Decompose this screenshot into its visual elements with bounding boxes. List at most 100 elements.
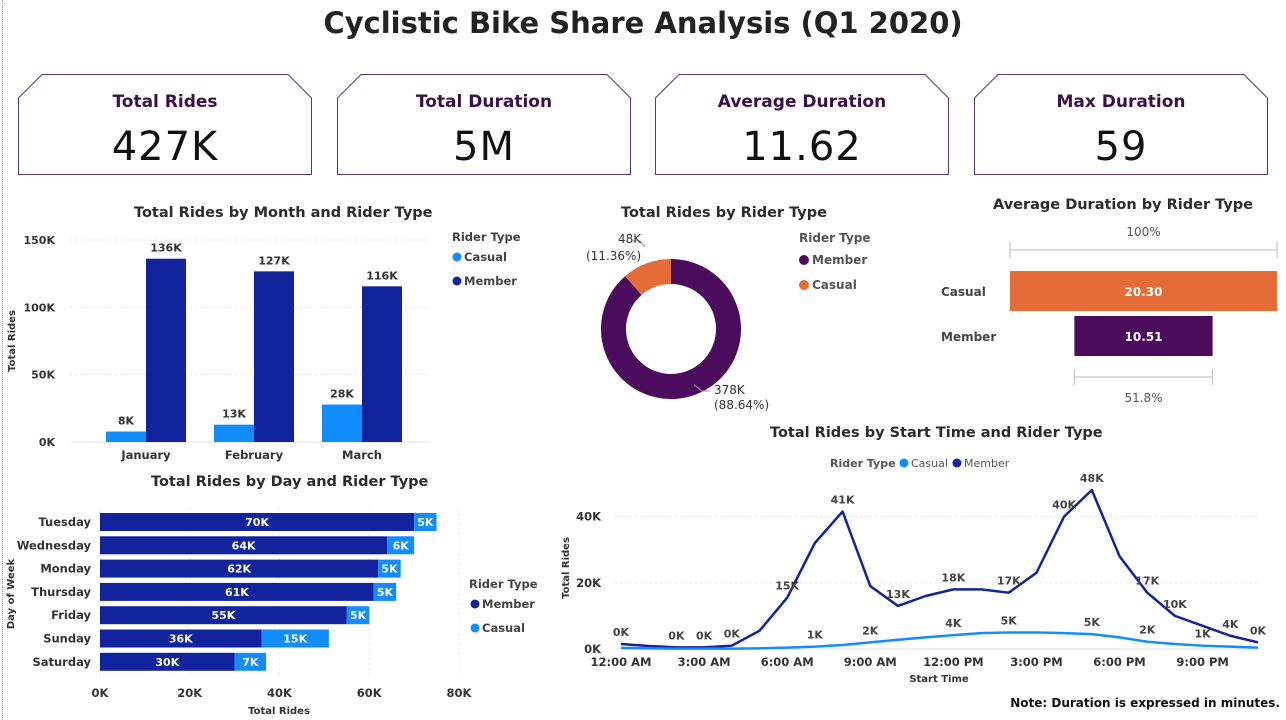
x-tick-label: 6:00 AM bbox=[761, 655, 814, 669]
chart-title-avg-duration: Average Duration by Rider Type bbox=[993, 197, 1253, 213]
data-label: 5K bbox=[1084, 616, 1101, 629]
data-label: 13K bbox=[886, 588, 910, 601]
legend-marker bbox=[452, 252, 462, 262]
data-label: 1K bbox=[807, 629, 824, 642]
data-label: 4K bbox=[1222, 618, 1239, 631]
data-label: 10.51 bbox=[1125, 330, 1163, 344]
data-label: 5K bbox=[381, 563, 398, 576]
data-label: (11.36%) bbox=[586, 249, 641, 263]
y-axis-title: Total Rides bbox=[561, 537, 572, 599]
leader-line bbox=[632, 240, 646, 248]
x-tick-label: March bbox=[342, 448, 382, 462]
bar-casual bbox=[214, 424, 254, 442]
data-label: 136K bbox=[150, 242, 182, 255]
legend-item: Member bbox=[464, 274, 517, 288]
legend-item: Casual bbox=[812, 278, 857, 292]
bar-casual bbox=[346, 606, 370, 625]
bar-member bbox=[146, 258, 186, 442]
x-tick-label: 60K bbox=[357, 686, 383, 700]
bar-member bbox=[100, 536, 388, 555]
legend-item: Member bbox=[812, 253, 867, 267]
bar-casual bbox=[106, 431, 146, 442]
legend-marker bbox=[799, 255, 809, 265]
kpi-card-max-duration: Max Duration 59 bbox=[974, 74, 1268, 175]
chart-start-time: 0K 20K 40K Total Rides 12:00 AM 3:00 AM 6:00 A… bbox=[561, 457, 1267, 685]
data-label: 7K bbox=[242, 656, 259, 669]
legend-marker bbox=[799, 280, 809, 290]
slice-member bbox=[601, 259, 741, 399]
data-label: 5K bbox=[1001, 614, 1018, 627]
bar-member bbox=[362, 286, 402, 442]
legend-item: Casual bbox=[482, 621, 525, 635]
y-tick-label: 100K bbox=[24, 301, 56, 314]
y-tick-label: 0K bbox=[39, 436, 56, 449]
x-tick-label: 40K bbox=[267, 686, 293, 700]
data-label: 5K bbox=[377, 586, 394, 599]
data-label: (88.64%) bbox=[714, 398, 769, 412]
kpi-label: Total Rides bbox=[112, 92, 218, 112]
x-tick-label: 9:00 AM bbox=[844, 655, 897, 669]
chart-title-day: Total Rides by Day and Rider Type bbox=[151, 474, 429, 490]
y-tick-label: Sunday bbox=[43, 632, 91, 646]
bar-casual bbox=[387, 536, 415, 555]
data-label: 8K bbox=[118, 415, 135, 428]
chart-rider-type-donut: 378K(88.64%) 48K (11.36%) Rider Type Member C… bbox=[586, 231, 871, 412]
data-label: 70K bbox=[245, 516, 269, 529]
data-label: 17K bbox=[997, 575, 1021, 588]
data-label: 116K bbox=[366, 269, 398, 282]
data-label: 0K bbox=[613, 626, 630, 639]
chart-avg-duration: 100% 20.30 Casual 10.51 Member 51.8% bbox=[941, 225, 1278, 405]
x-tick-label: January bbox=[120, 448, 171, 462]
x-tick-label: 80K bbox=[447, 686, 473, 700]
data-label: 40K bbox=[1052, 499, 1076, 512]
chart-title-start-time: Total Rides by Start Time and Rider Type bbox=[770, 425, 1103, 441]
data-label: 5K bbox=[350, 609, 367, 622]
bar-member bbox=[100, 513, 415, 531]
bar-member bbox=[100, 652, 235, 671]
legend-item: Casual bbox=[464, 250, 507, 264]
x-tick-label: 12:00 AM bbox=[591, 655, 652, 669]
kpi-card-average-duration: Average Duration 11.62 bbox=[655, 74, 949, 175]
percent-label: 51.8% bbox=[1124, 391, 1162, 405]
y-tick-label: Saturday bbox=[32, 655, 91, 669]
data-label: 6K bbox=[393, 539, 410, 552]
kpi-card-frame bbox=[337, 74, 631, 175]
data-label: 36K bbox=[169, 633, 193, 646]
kpi-card-frame bbox=[655, 74, 949, 175]
y-tick-label: Monday bbox=[40, 562, 91, 576]
data-label: 4K bbox=[945, 617, 962, 630]
x-tick-label: 9:00 PM bbox=[1176, 655, 1228, 669]
bar-casual bbox=[234, 652, 267, 671]
data-label: 62K bbox=[227, 563, 251, 576]
y-tick-label: Tuesday bbox=[38, 515, 91, 529]
y-tick-label: 20K bbox=[576, 576, 602, 590]
data-label: 18K bbox=[941, 571, 965, 584]
x-axis-title: Start Time bbox=[909, 674, 969, 685]
bar-casual bbox=[1010, 271, 1277, 311]
duration-note: Note: Duration is expressed in minutes. bbox=[1010, 696, 1280, 710]
y-tick-label: Wednesday bbox=[17, 538, 92, 552]
data-label: 41K bbox=[831, 494, 855, 507]
bar-member bbox=[254, 271, 294, 442]
line-casual bbox=[620, 631, 1259, 650]
data-label: 378K bbox=[714, 383, 746, 397]
data-label: 30K bbox=[155, 656, 179, 669]
data-label: 48K bbox=[1080, 472, 1104, 485]
kpi-card-frame bbox=[974, 74, 1268, 175]
x-tick-label: February bbox=[225, 448, 284, 462]
kpi-label: Average Duration bbox=[717, 92, 887, 112]
percent-label: 100% bbox=[1126, 225, 1160, 239]
x-tick-label: 20K bbox=[177, 686, 203, 700]
bar-casual bbox=[322, 404, 362, 442]
leader-line bbox=[693, 384, 710, 392]
kpi-value: 5M bbox=[453, 124, 515, 170]
kpi-label: Max Duration bbox=[1056, 92, 1186, 112]
bar-casual bbox=[414, 513, 437, 531]
data-label: 20.30 bbox=[1125, 285, 1163, 299]
legend-marker bbox=[952, 458, 962, 468]
legend-item: Member bbox=[964, 457, 1010, 470]
data-label: 0K bbox=[724, 628, 741, 641]
data-label: 55K bbox=[211, 609, 235, 622]
bar-member bbox=[100, 559, 379, 578]
y-tick-label: 40K bbox=[576, 510, 602, 524]
